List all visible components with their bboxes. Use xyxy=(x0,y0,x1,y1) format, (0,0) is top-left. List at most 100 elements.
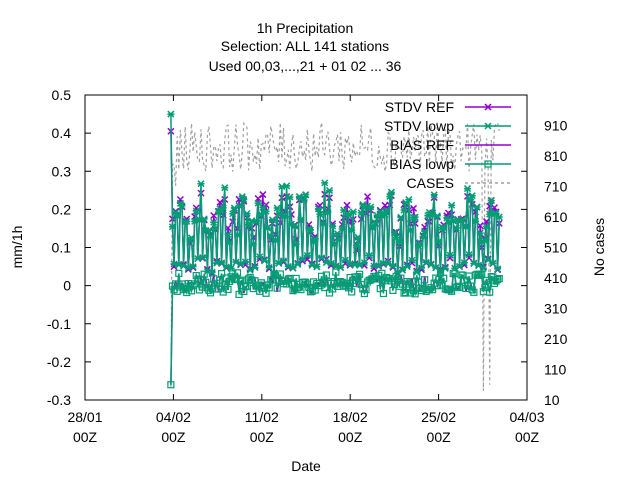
stdv-lowp-point xyxy=(281,212,289,220)
stdv-lowp-point xyxy=(405,196,413,204)
stdv-lowp-point xyxy=(264,224,272,232)
stdv-lowp-point xyxy=(252,217,261,225)
y2-tick-label: 910 xyxy=(544,118,568,134)
stdv-lowp-point xyxy=(302,191,310,199)
stdv-ref-point xyxy=(216,198,224,206)
stdv-lowp-point xyxy=(200,215,208,223)
stdv-lowp-point xyxy=(479,264,487,272)
stdv-lowp-point xyxy=(389,262,397,270)
stdv-lowp-point xyxy=(316,210,324,218)
stdv-lowp-point xyxy=(265,263,273,271)
stdv-lowp-point xyxy=(314,205,322,213)
stdv-lowp-point xyxy=(167,110,175,118)
stdv-lowp-point xyxy=(354,233,362,241)
stdv-lowp-point xyxy=(268,216,276,224)
stdv-ref-point xyxy=(490,204,498,212)
x-tick-label-hour: 00Z xyxy=(427,429,452,445)
bias-lowp-point xyxy=(237,277,245,285)
stdv-lowp-point xyxy=(357,209,365,217)
stdv-lowp-point xyxy=(173,212,181,220)
legend: STDV REF STDV lowp BIAS REF BIAS lowp CASES xyxy=(384,99,511,191)
bias-lowp-point xyxy=(494,275,502,284)
stdv-lowp-point xyxy=(210,218,218,226)
y-axis: 0.5 0.4 0.3 0.2 0.1 0 -0.1 -0.2 -0.3 xyxy=(47,87,527,408)
stdv-lowp-point xyxy=(325,186,334,194)
bias-lowp-point xyxy=(448,287,456,295)
y-tick-label: 0.4 xyxy=(52,125,72,141)
stdv-lowp-point xyxy=(313,263,321,271)
stdv-lowp-point xyxy=(251,264,259,272)
stdv-lowp-point xyxy=(178,202,186,210)
cases-line xyxy=(170,121,500,391)
stdv-lowp-point xyxy=(481,237,489,245)
bias-lowp-point xyxy=(362,286,370,294)
stdv-lowp-point xyxy=(417,264,426,272)
bias-lowp-point xyxy=(319,279,327,287)
stdv-lowp-point xyxy=(219,204,227,212)
x-tick-label-hour: 00Z xyxy=(161,429,186,445)
stdv-lowp-point xyxy=(324,209,332,217)
legend-marker xyxy=(484,122,492,130)
stdv-lowp-point xyxy=(397,213,405,221)
stdv-ref-point xyxy=(316,201,324,209)
x-tick-label-date: 11/02 xyxy=(245,409,279,425)
chart-title-line1: 1h Precipitation xyxy=(257,20,354,36)
bias-lowp-point xyxy=(486,288,494,296)
bias-lowp-point xyxy=(421,276,429,284)
stdv-lowp-point xyxy=(335,236,343,244)
stdv-lowp-point xyxy=(462,223,470,231)
stdv-lowp-point xyxy=(476,229,484,237)
x-axis-label: Date xyxy=(291,458,321,474)
stdv-lowp-point xyxy=(487,197,495,205)
stdv-lowp-point xyxy=(197,180,205,188)
chart-title-line3: Used 00,03,...,21 + 01 02 ... 36 xyxy=(209,58,402,74)
stdv-lowp-point xyxy=(406,226,414,234)
y2-axis: 910 810 710 610 510 410 310 210 110 10 xyxy=(544,118,568,409)
stdv-lowp-point xyxy=(249,240,257,248)
y-tick-label: 0 xyxy=(63,278,71,294)
bias-lowp-point xyxy=(167,381,175,389)
stdv-lowp-point xyxy=(411,213,419,221)
y-tick-label: -0.1 xyxy=(47,316,71,332)
stdv-lowp-point xyxy=(494,265,502,273)
stdv-lowp-point xyxy=(495,213,503,221)
stdv-lowp-point xyxy=(300,196,308,204)
bias-lowp-point xyxy=(273,284,281,292)
stdv-lowp-point xyxy=(224,230,232,238)
x-tick-label-hour: 00Z xyxy=(338,429,363,445)
stdv-lowp-point xyxy=(430,191,438,199)
stdv-lowp-point xyxy=(435,237,443,245)
y2-tick-label: 410 xyxy=(544,270,568,286)
y2-tick-label: 810 xyxy=(544,148,568,164)
stdv-lowp-point xyxy=(262,207,270,215)
y2-axis-label: No cases xyxy=(591,218,607,276)
stdv-lowp-point xyxy=(463,185,472,193)
stdv-lowp-point xyxy=(241,258,249,266)
x-tick-label-date: 25/02 xyxy=(421,409,456,425)
bias-lowp-point xyxy=(265,284,273,292)
y2-tick-label: 110 xyxy=(544,362,567,378)
stdv-lowp-line xyxy=(170,114,500,273)
stdv-lowp-point xyxy=(297,215,305,224)
stdv-lowp-point xyxy=(352,241,360,249)
stdv-lowp-point xyxy=(368,223,376,231)
stdv-lowp-point xyxy=(460,259,468,267)
stdv-lowp-point xyxy=(240,196,248,204)
x-tick-label-date: 18/02 xyxy=(333,409,368,425)
stdv-lowp-point xyxy=(221,184,229,192)
stdv-lowp-point xyxy=(199,253,207,261)
stdv-lowp-point xyxy=(421,227,429,235)
chart-title-line2: Selection: ALL 141 stations xyxy=(221,38,389,54)
bias-lowp-point xyxy=(354,273,362,281)
y-tick-label: -0.2 xyxy=(47,354,71,370)
stdv-lowp-point xyxy=(286,193,294,201)
stdv-lowp-point xyxy=(360,259,368,267)
bias-lowp-point xyxy=(454,282,462,290)
x-tick-label-date: 28/01 xyxy=(67,409,102,425)
bias-lowp-point xyxy=(332,268,340,276)
legend-label: STDV REF xyxy=(385,99,454,115)
x-tick-label-date: 04/02 xyxy=(156,409,191,425)
x-tick-label-hour: 00Z xyxy=(250,429,275,445)
bias-lowp-point xyxy=(189,281,197,290)
